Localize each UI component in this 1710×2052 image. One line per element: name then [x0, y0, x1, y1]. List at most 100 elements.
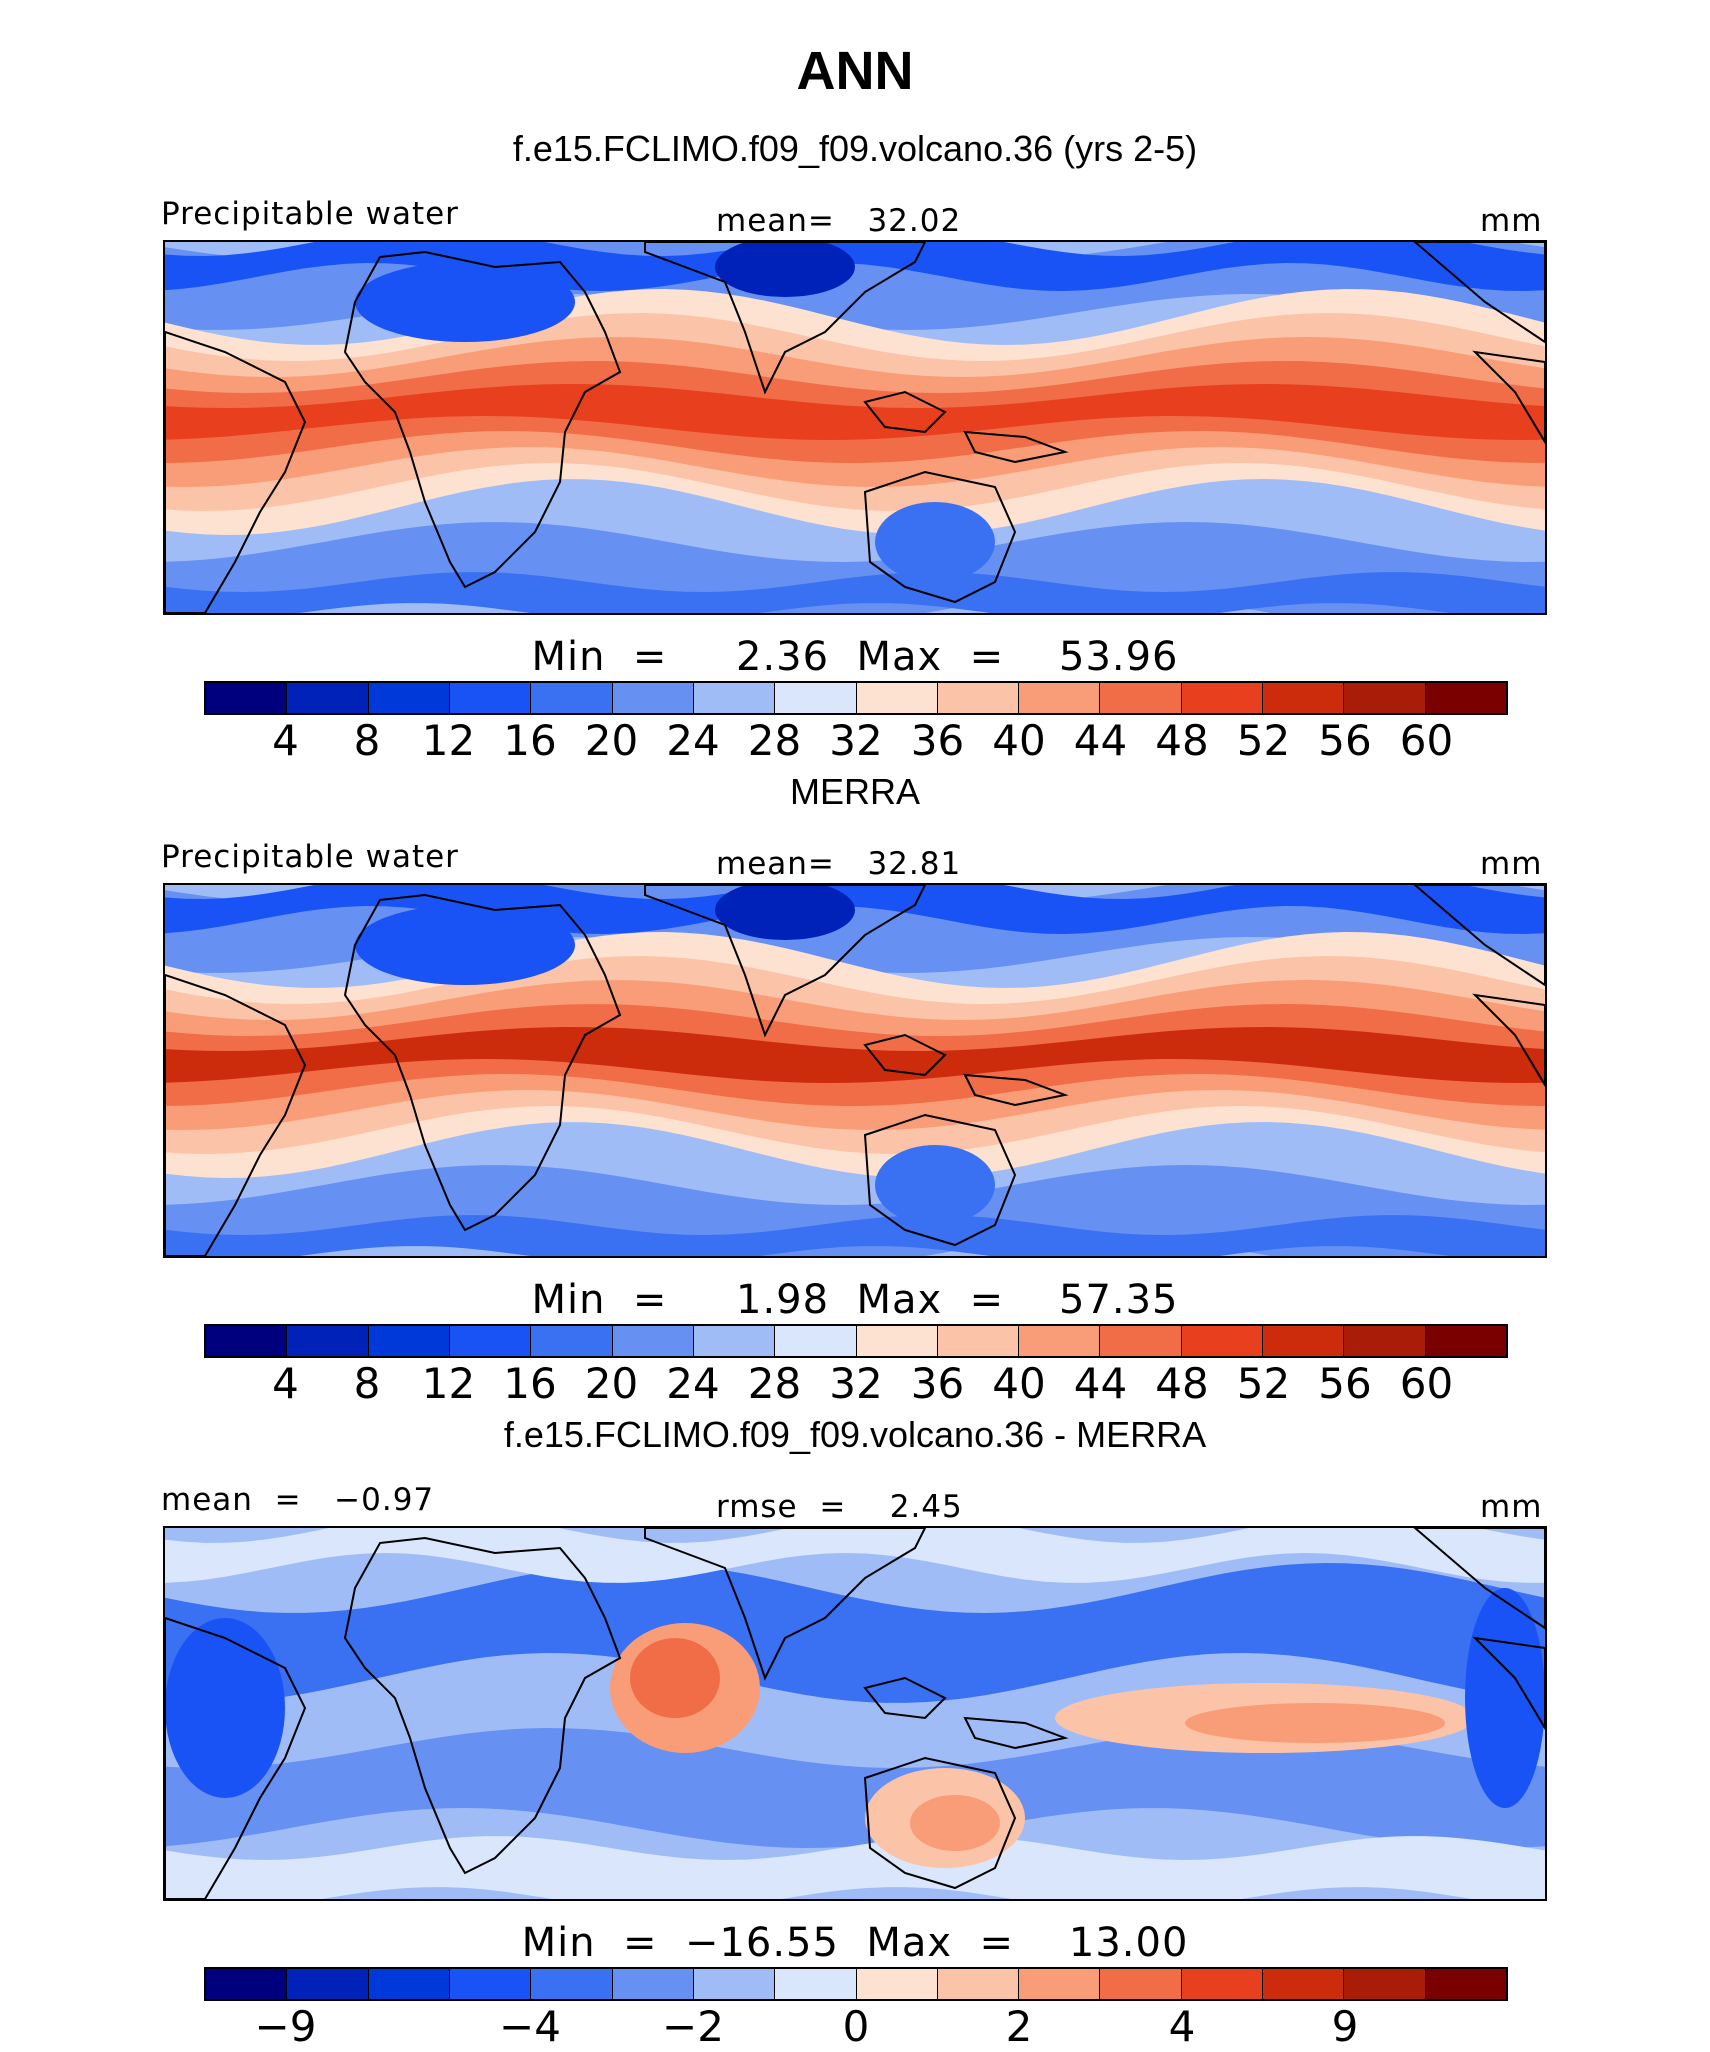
- colorbar-swatch: [937, 1326, 1020, 1356]
- units-label: mm: [1480, 1489, 1543, 1525]
- colorbar-tick-label: 40: [992, 716, 1046, 765]
- colorbar-tick-label: 40: [992, 1359, 1046, 1408]
- colorbar-swatch: [937, 683, 1020, 713]
- colorbar-swatch: [531, 1969, 613, 1999]
- map-svg: [165, 242, 1545, 613]
- colorbar-ticks: 4 8 12 16 20 24 28 32 36 40 44 48 52 56 60: [204, 716, 1508, 766]
- colorbar-swatch: [1100, 1969, 1182, 1999]
- colorbar-swatch: [449, 1969, 532, 1999]
- colorbar-tick-label: 44: [1073, 1359, 1128, 1408]
- colorbar-tick-label: 4: [1168, 2002, 1196, 2051]
- colorbar-tick-label: 44: [1073, 716, 1128, 765]
- colorbar-swatch: [1181, 1326, 1264, 1356]
- colorbar-swatch: [775, 1969, 857, 1999]
- colorbar-swatch: [1263, 683, 1345, 713]
- colorbar: [204, 1967, 1508, 2001]
- min-max-label: Min = 1.98 Max = 57.35: [531, 1277, 1179, 1323]
- colorbar-swatch: [531, 1326, 613, 1356]
- colorbar-ticks: −9 −4 −2 0 2 4 9: [204, 2002, 1508, 2052]
- colorbar-tick-label: 48: [1155, 716, 1209, 765]
- colorbar-tick-label: 0: [842, 2002, 870, 2051]
- panel-title: f.e15.FCLIMO.f09_f09.volcano.36 - MERRA: [503, 1414, 1207, 1455]
- colorbar-tick-label: −2: [662, 2002, 724, 2051]
- colorbar: [204, 681, 1508, 715]
- colorbar-tick-label: 16: [503, 1359, 557, 1408]
- colorbar-swatch: [612, 1969, 694, 1999]
- contour-map: [163, 1526, 1547, 1901]
- left-label: mean = −0.97: [161, 1482, 435, 1518]
- colorbar-swatch: [287, 1969, 369, 1999]
- colorbar-tick-label: 36: [910, 1359, 965, 1408]
- colorbar-swatch: [1019, 1326, 1101, 1356]
- colorbar-tick-label: 36: [910, 716, 965, 765]
- colorbar-swatch: [531, 683, 613, 713]
- colorbar-swatch: [693, 683, 776, 713]
- colorbar-swatch: [1019, 683, 1101, 713]
- colorbar-swatch: [1100, 1326, 1182, 1356]
- figure-title: ANN: [796, 41, 914, 101]
- colorbar-swatch: [856, 1969, 938, 1999]
- colorbar-tick-label: 32: [829, 716, 883, 765]
- colorbar-swatch: [1425, 1969, 1506, 1999]
- center-label: rmse = 2.45: [716, 1489, 963, 1525]
- colorbar-tick-label: 48: [1155, 1359, 1209, 1408]
- colorbar-swatch: [1181, 683, 1264, 713]
- colorbar-ticks: 4 8 12 16 20 24 28 32 36 40 44 48 52 56 60: [204, 1359, 1508, 1409]
- colorbar-tick-label: 2: [1005, 2002, 1033, 2051]
- colorbar-tick-label: 9: [1331, 2002, 1359, 2051]
- colorbar-swatch: [1100, 683, 1182, 713]
- center-label: mean= 32.02: [716, 203, 962, 239]
- units-label: mm: [1480, 203, 1543, 239]
- colorbar-tick-label: −9: [254, 2002, 317, 2051]
- colorbar-swatch: [1425, 683, 1506, 713]
- colorbar-swatch: [1263, 1326, 1345, 1356]
- colorbar-tick-label: 4: [272, 1359, 299, 1408]
- min-max-label: Min = 2.36 Max = 53.96: [531, 634, 1179, 680]
- colorbar-tick-label: −4: [499, 2002, 561, 2051]
- colorbar-tick-label: 24: [666, 716, 720, 765]
- colorbar-swatch: [775, 683, 857, 713]
- colorbar-swatch: [693, 1969, 776, 1999]
- colorbar-swatch: [693, 1326, 776, 1356]
- center-label: mean= 32.81: [716, 846, 962, 882]
- colorbar-swatch: [937, 1969, 1020, 1999]
- colorbar-tick-label: 16: [503, 716, 557, 765]
- colorbar-tick-label: 12: [421, 1359, 476, 1408]
- colorbar-swatch: [775, 1326, 857, 1356]
- colorbar-tick-label: 24: [666, 1359, 720, 1408]
- map-svg: [165, 885, 1545, 1256]
- colorbar-swatch: [206, 1326, 288, 1356]
- colorbar-swatch: [206, 683, 288, 713]
- colorbar-tick-label: 56: [1318, 1359, 1372, 1408]
- colorbar-swatch: [287, 1326, 369, 1356]
- colorbar-swatch: [612, 683, 694, 713]
- colorbar-swatch: [856, 683, 938, 713]
- colorbar-swatch: [612, 1326, 694, 1356]
- colorbar-tick-label: 52: [1236, 1359, 1291, 1408]
- colorbar-swatch: [1181, 1969, 1264, 1999]
- colorbar-tick-label: 52: [1236, 716, 1291, 765]
- colorbar-tick-label: 8: [353, 1359, 381, 1408]
- colorbar-swatch: [1019, 1969, 1101, 1999]
- panel-title: f.e15.FCLIMO.f09_f09.volcano.36 (yrs 2-5…: [512, 128, 1198, 169]
- colorbar-tick-label: 56: [1318, 716, 1372, 765]
- contour-map: [163, 883, 1547, 1258]
- colorbar-tick-label: 8: [353, 716, 381, 765]
- left-label: Precipitable water: [161, 839, 459, 875]
- colorbar-swatch: [206, 1969, 288, 1999]
- colorbar-tick-label: 60: [1399, 1359, 1454, 1408]
- colorbar-swatch: [1344, 1969, 1426, 1999]
- min-max-label: Min = −16.55 Max = 13.00: [521, 1920, 1189, 1966]
- left-label: Precipitable water: [161, 196, 459, 232]
- colorbar-swatch: [368, 683, 450, 713]
- colorbar-swatch: [1344, 1326, 1426, 1356]
- map-svg: [165, 1528, 1545, 1899]
- colorbar-swatch: [368, 1326, 450, 1356]
- colorbar-swatch: [856, 1326, 938, 1356]
- colorbar-tick-label: 20: [584, 716, 639, 765]
- colorbar-swatch: [1425, 1326, 1506, 1356]
- colorbar-tick-label: 20: [584, 1359, 639, 1408]
- colorbar-tick-label: 12: [421, 716, 476, 765]
- colorbar-tick-label: 4: [272, 716, 299, 765]
- colorbar-tick-label: 28: [747, 716, 802, 765]
